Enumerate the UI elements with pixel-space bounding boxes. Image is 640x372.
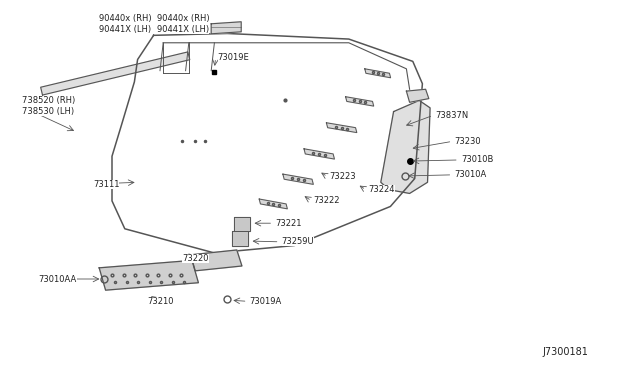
Polygon shape bbox=[41, 52, 189, 95]
Text: J7300181: J7300181 bbox=[543, 347, 589, 357]
Polygon shape bbox=[232, 231, 248, 246]
Text: 73111: 73111 bbox=[93, 180, 119, 189]
Polygon shape bbox=[346, 97, 374, 106]
Text: 73259U: 73259U bbox=[282, 237, 314, 246]
Polygon shape bbox=[406, 89, 429, 102]
Text: 73010B: 73010B bbox=[461, 155, 493, 164]
Text: 73210: 73210 bbox=[147, 297, 173, 306]
Text: 73019E: 73019E bbox=[218, 53, 250, 62]
Text: 73010A: 73010A bbox=[454, 170, 486, 179]
Text: 90440x (RH)
90441X (LH): 90440x (RH) 90441X (LH) bbox=[99, 15, 152, 34]
Text: 73019A: 73019A bbox=[250, 297, 282, 306]
Text: 73010AA: 73010AA bbox=[38, 275, 77, 283]
Polygon shape bbox=[191, 250, 242, 271]
Text: 73220: 73220 bbox=[182, 254, 209, 263]
Text: 73223: 73223 bbox=[330, 172, 356, 181]
Polygon shape bbox=[365, 69, 390, 78]
Polygon shape bbox=[326, 123, 356, 132]
Polygon shape bbox=[99, 260, 198, 290]
Text: 73221: 73221 bbox=[275, 219, 301, 228]
Polygon shape bbox=[304, 149, 335, 159]
Polygon shape bbox=[283, 174, 314, 185]
Polygon shape bbox=[234, 217, 250, 231]
Polygon shape bbox=[211, 22, 241, 34]
Text: 73837N: 73837N bbox=[435, 111, 468, 120]
Text: 738520 (RH)
738530 (LH): 738520 (RH) 738530 (LH) bbox=[22, 96, 76, 116]
Polygon shape bbox=[259, 199, 287, 209]
Text: 90440x (RH)
90441X (LH): 90440x (RH) 90441X (LH) bbox=[157, 15, 209, 34]
Polygon shape bbox=[381, 100, 430, 193]
Text: 73224: 73224 bbox=[368, 185, 394, 194]
Text: 73222: 73222 bbox=[314, 196, 340, 205]
Text: 73230: 73230 bbox=[454, 137, 481, 146]
